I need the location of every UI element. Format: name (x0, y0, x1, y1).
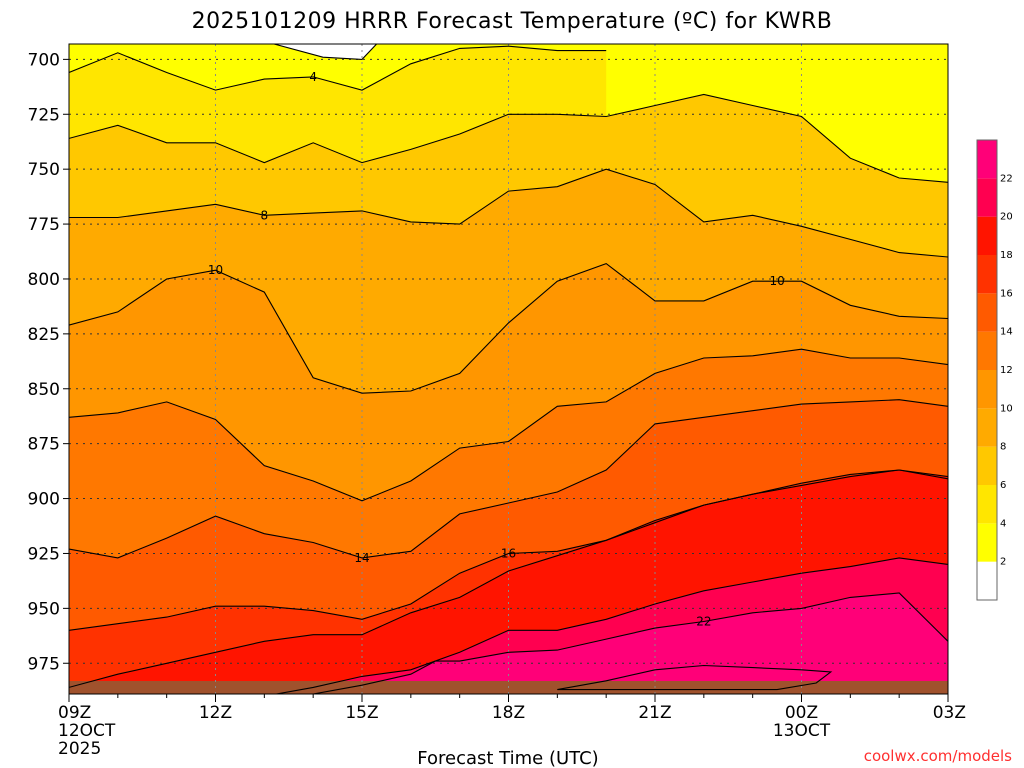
colorbar-label-16: 16 (1000, 288, 1013, 299)
colorbar-bin-10 (977, 370, 997, 409)
colorbar: 2 4 6 8 10 12 14 16 18 20 22 (976, 139, 1013, 601)
colorbar-bin-0 (977, 561, 997, 600)
x-tick-label-15-0: 00Z (785, 703, 818, 723)
contour-lines (69, 44, 948, 694)
x-tick-label-0-2: 2025 (58, 739, 101, 759)
x-tick-label-9-0: 18Z (492, 703, 525, 723)
colorbar-bin-6 (977, 446, 997, 485)
colorbar-bin-20 (977, 178, 997, 217)
colorbar-label-14: 14 (1000, 327, 1013, 338)
contour-line-10 (69, 262, 948, 394)
y-tick-label-875: 875 (28, 435, 60, 455)
y-tick-label-825: 825 (28, 325, 60, 345)
colorbar-label-20: 20 (1000, 212, 1013, 223)
fill-band-0-2 (274, 44, 377, 60)
x-tick-label-18-0: 03Z (933, 703, 966, 723)
contour-line-2 (273, 44, 377, 60)
colorbar-bin-4 (977, 485, 997, 524)
x-tick-label-0-0: 09Z (58, 703, 91, 723)
colorbar-label-22: 22 (1000, 173, 1013, 184)
contour-label-14: 14 (354, 551, 369, 565)
contour-line-14 (69, 399, 948, 559)
colorbar-bin-2 (977, 523, 997, 562)
x-axis-label: Forecast Time (UTC) (417, 748, 598, 768)
contour-line-18 (69, 469, 948, 688)
contour-label-8: 8 (261, 208, 269, 222)
colorbar-label-2: 2 (1000, 557, 1006, 568)
y-tick-label-900: 900 (28, 490, 60, 510)
colorbar-label-4: 4 (1000, 518, 1006, 529)
colorbar-frame (976, 139, 998, 601)
y-tick-label-975: 975 (28, 654, 60, 674)
y-tick-label-925: 925 (28, 544, 60, 564)
x-tick-label-3-0: 12Z (199, 703, 232, 723)
colorbar-bin-18 (977, 216, 997, 255)
y-tick-label-800: 800 (28, 270, 60, 290)
contour-label-22: 22 (696, 615, 711, 629)
contour-label-10-b: 10 (769, 274, 784, 288)
colorbar-bin-16 (977, 255, 997, 294)
contour-line-22 (311, 592, 948, 694)
y-axis: 700 725 750 775 800 825 850 875 900 925 950 975 (28, 50, 69, 674)
contour-line-20 (273, 557, 948, 694)
colorbar-label-12: 12 (1000, 365, 1013, 376)
contour-line-6 (69, 93, 948, 183)
colorbar-bin-22 (977, 140, 997, 179)
contour-labels: 4 8 10 10 14 16 22 (208, 70, 785, 629)
contour-line-8 (69, 168, 948, 258)
y-tick-label-700: 700 (28, 50, 60, 70)
contour-line-22-inner (557, 664, 833, 691)
y-tick-label-950: 950 (28, 599, 60, 619)
chart-title: 2025101209 HRRR Forecast Temperature (ºC… (192, 9, 833, 34)
contour-label-16: 16 (501, 546, 516, 560)
colorbar-label-6: 6 (1000, 480, 1006, 491)
colorbar-label-8: 8 (1000, 442, 1006, 453)
contour-label-10: 10 (208, 263, 223, 277)
x-tick-label-12-0: 21Z (638, 703, 671, 723)
contour-label-4: 4 (309, 70, 317, 84)
contour-line-16 (69, 469, 948, 631)
colorbar-label-18: 18 (1000, 250, 1013, 261)
contour-line-12 (69, 348, 948, 502)
colorbar-bin-14 (977, 293, 997, 332)
contour-line-4 (69, 45, 607, 91)
colorbar-bin-12 (977, 331, 997, 370)
colorbar-bin-8 (977, 408, 997, 447)
y-tick-label-750: 750 (28, 160, 60, 180)
x-tick-label-0-1: 12OCT (58, 721, 116, 741)
x-tick-label-6-0: 15Z (345, 703, 378, 723)
y-tick-label-850: 850 (28, 380, 60, 400)
credit-link[interactable]: coolwx.com/models (864, 747, 1012, 765)
temperature-fill-bands (69, 44, 948, 694)
y-tick-label-775: 775 (28, 215, 60, 235)
x-tick-label-15-1: 13OCT (773, 721, 831, 741)
y-tick-label-725: 725 (28, 105, 60, 125)
colorbar-label-10: 10 (1000, 403, 1013, 414)
